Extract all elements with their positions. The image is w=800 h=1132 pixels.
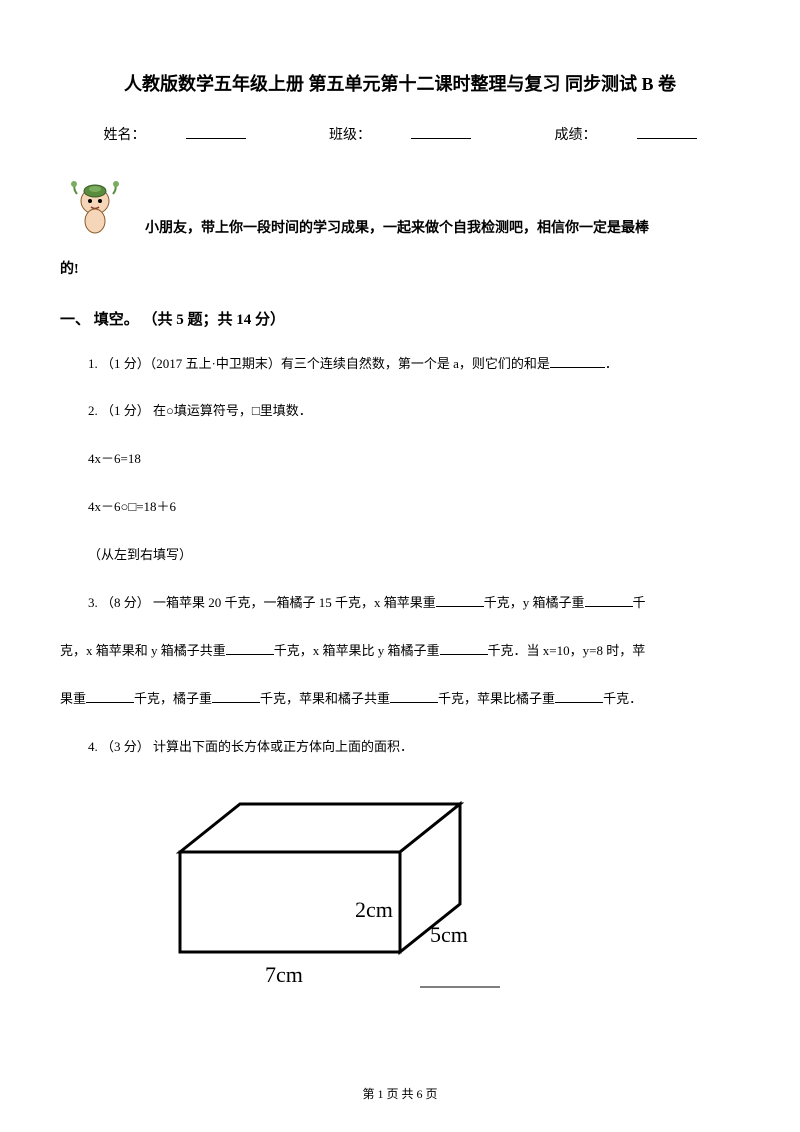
- student-info: 姓名： 班级： 成绩：: [60, 124, 740, 144]
- question-3: 3. （8 分） 一箱苹果 20 千克，一箱橘子 15 千克，x 箱苹果重千克，…: [60, 588, 740, 618]
- class-field: 班级：: [309, 128, 491, 143]
- score-field: 成绩：: [535, 128, 717, 143]
- width-label: 7cm: [265, 962, 303, 987]
- section-title: 一、 填空。 （共 5 题；共 14 分）: [60, 308, 740, 329]
- question-4: 4. （3 分） 计算出下面的长方体或正方体向上面的面积．: [60, 732, 740, 762]
- question-2-line1: 4x－6=18: [60, 444, 740, 474]
- cuboid-diagram: 2cm 5cm 7cm: [160, 792, 740, 1017]
- question-3-line3: 果重千克，橘子重千克，苹果和橘子共重千克，苹果比橘子重千克．: [60, 684, 740, 714]
- question-2-line3: （从左到右填写）: [60, 540, 740, 570]
- intro-text-2: 的!: [60, 255, 740, 286]
- intro-text-1: 小朋友，带上你一段时间的学习成果，一起来做个自我检测吧，相信你一定是最棒: [145, 179, 649, 245]
- mascot-icon: [65, 179, 125, 239]
- name-field: 姓名：: [84, 128, 266, 143]
- page-footer: 第 1 页 共 6 页: [0, 1085, 800, 1102]
- height-label: 2cm: [355, 897, 393, 922]
- intro-row: 小朋友，带上你一段时间的学习成果，一起来做个自我检测吧，相信你一定是最棒: [60, 179, 740, 245]
- question-2-line2: 4x－6○□=18＋6: [60, 492, 740, 522]
- question-1: 1. （1 分）（2017 五上·中卫期末）有三个连续自然数，第一个是 a，则它…: [60, 349, 740, 379]
- question-3-line2: 克，x 箱苹果和 y 箱橘子共重千克，x 箱苹果比 y 箱橘子重千克．当 x=1…: [60, 636, 740, 666]
- question-2: 2. （1 分） 在○填运算符号，□里填数．: [60, 396, 740, 426]
- page-title: 人教版数学五年级上册 第五单元第十二课时整理与复习 同步测试 B 卷: [60, 70, 740, 96]
- depth-label: 5cm: [430, 922, 468, 947]
